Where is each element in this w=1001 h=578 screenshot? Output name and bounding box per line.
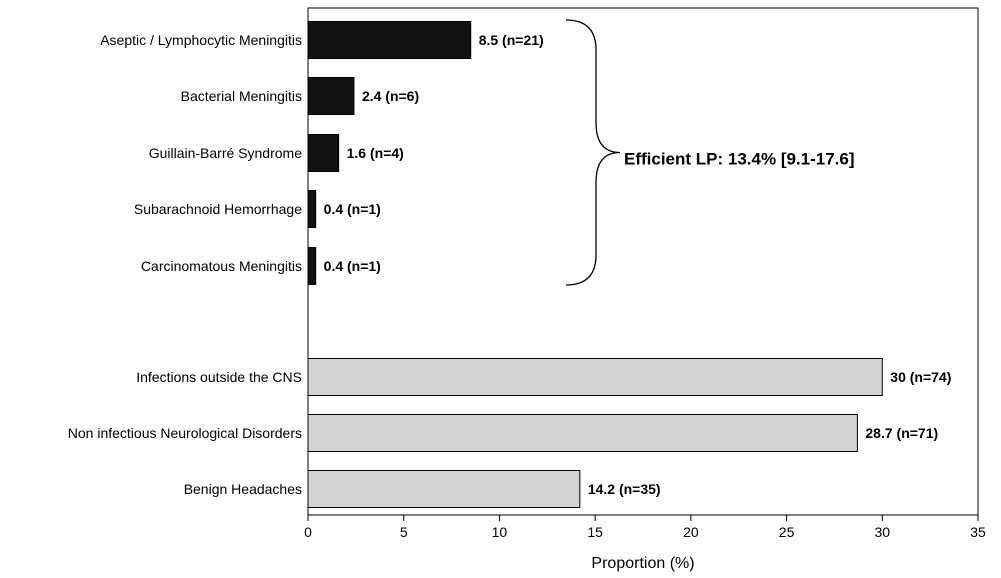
data-label: 2.4 (n=6): [362, 88, 419, 104]
x-tick-label: 20: [683, 524, 699, 540]
bars-layer: Aseptic / Lymphocytic Meningitis 8.5 (n=2…: [68, 21, 951, 508]
category-label: Subarachnoid Hemorrhage: [134, 201, 302, 217]
data-label: 1.6 (n=4): [347, 145, 404, 161]
category-label: Benign Headaches: [184, 481, 302, 497]
category-label: Infections outside the CNS: [136, 369, 302, 385]
x-tick-label: 35: [970, 524, 986, 540]
category-label: Bacterial Meningitis: [181, 88, 302, 104]
x-axis: 0 5 10 15 20 25 30 35: [304, 514, 986, 540]
bar: [307, 247, 317, 285]
bar: [307, 470, 581, 508]
category-label: Guillain-Barré Syndrome: [149, 145, 302, 161]
x-axis-title: Proportion (%): [591, 555, 694, 572]
curly-brace: [565, 19, 621, 286]
data-label: 30 (n=74): [890, 369, 951, 385]
x-tick-label: 10: [492, 524, 508, 540]
bar: [307, 358, 883, 396]
category-label: Aseptic / Lymphocytic Meningitis: [100, 32, 302, 48]
x-tick-label: 0: [304, 524, 312, 540]
data-label: 8.5 (n=21): [479, 32, 544, 48]
category-label: Non infectious Neurological Disorders: [68, 425, 302, 441]
bar: [307, 21, 472, 59]
efficient-lp-annotation: Efficient LP: 13.4% [9.1-17.6]: [624, 150, 855, 169]
bar: [307, 414, 858, 452]
bar: [307, 77, 355, 115]
x-tick-label: 30: [874, 524, 890, 540]
x-tick-label: 5: [400, 524, 408, 540]
bar: [307, 134, 340, 172]
data-label: 0.4 (n=1): [324, 258, 381, 274]
category-label: Carcinomatous Meningitis: [141, 258, 302, 274]
data-label: 28.7 (n=71): [865, 425, 938, 441]
x-tick-label: 15: [587, 524, 603, 540]
x-tick-label: 25: [779, 524, 795, 540]
data-label: 0.4 (n=1): [324, 201, 381, 217]
bar: [307, 190, 317, 228]
data-label: 14.2 (n=35): [588, 481, 661, 497]
